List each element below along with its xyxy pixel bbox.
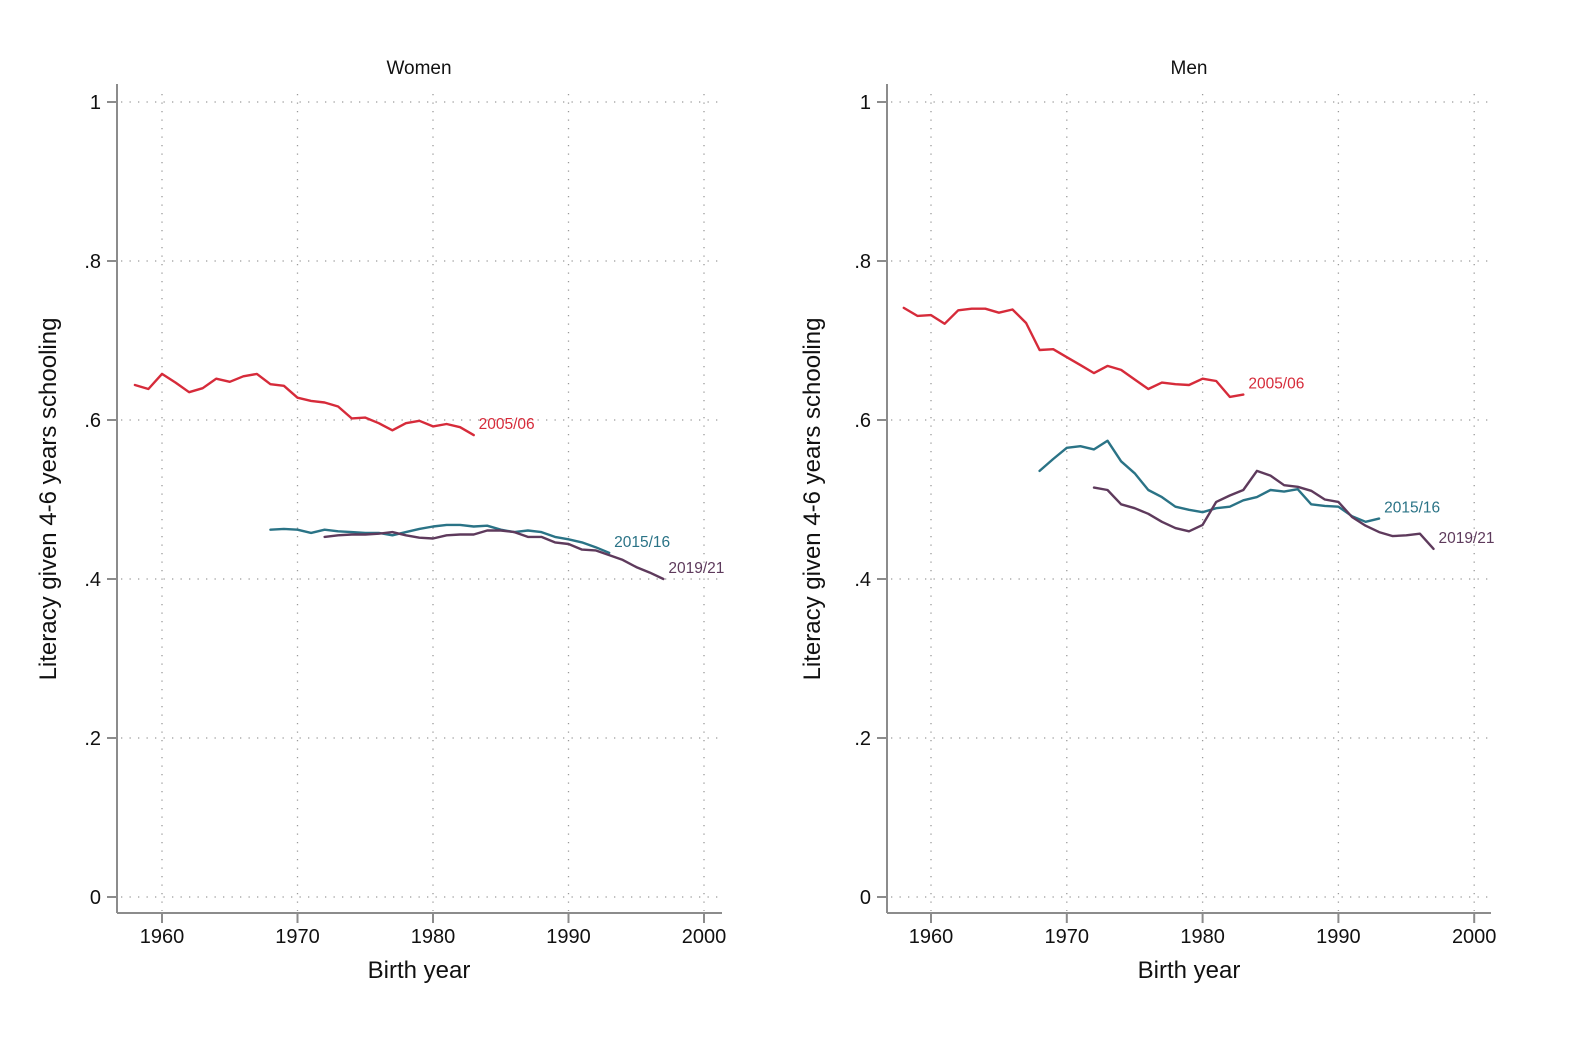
y-tick-label: 0 xyxy=(90,887,101,909)
x-tick-label: 1990 xyxy=(546,926,591,948)
axes: 0 .2 .4 .6 .8 1 1960 1970 1980 1990 2000 xyxy=(854,84,1496,948)
x-tick-label: 1970 xyxy=(1045,926,1090,948)
panel-title: Men xyxy=(1171,58,1208,79)
y-axis-label: Literacy given 4-6 years schooling xyxy=(799,318,826,681)
series-line-2015-16 xyxy=(1038,439,1381,523)
series-label-2005-06: 2005/06 xyxy=(1248,376,1304,393)
y-tick-label: .6 xyxy=(854,410,871,432)
y-tick-label: .4 xyxy=(854,569,871,591)
series-line-2005-06 xyxy=(133,372,475,437)
x-axis-label: Birth year xyxy=(368,957,471,984)
series-label-2019-21: 2019/21 xyxy=(1438,530,1494,547)
panel-men: Men 0 .2 .4 .6 .8 1 1960 1970 1980 1990 2000 2005/… xyxy=(799,58,1496,984)
x-tick-label: 1980 xyxy=(1180,926,1225,948)
series-line-2005-06 xyxy=(902,306,1245,399)
series-line-2019-21 xyxy=(323,529,665,581)
panel-title: Women xyxy=(386,58,451,79)
y-tick-label: .4 xyxy=(84,569,101,591)
x-tick-label: 1990 xyxy=(1316,926,1361,948)
panel-women: Women 0 .2 .4 .6 .8 1 1960 1970 1980 1990 2000 200… xyxy=(35,58,726,984)
x-tick-label: 2000 xyxy=(1452,926,1497,948)
x-axis-label: Birth year xyxy=(1138,957,1241,984)
x-tick-label: 1960 xyxy=(909,926,954,948)
y-tick-label: .2 xyxy=(854,728,871,750)
series-label-2005-06: 2005/06 xyxy=(479,416,535,433)
series-group: 2005/06 2015/16 2019/21 xyxy=(902,306,1494,550)
series-line-2015-16 xyxy=(269,523,611,554)
series-label-2015-16: 2015/16 xyxy=(614,534,670,551)
y-tick-label: .8 xyxy=(854,251,871,273)
y-tick-label: .6 xyxy=(84,410,101,432)
series-label-2015-16: 2015/16 xyxy=(1384,500,1440,517)
axes: 0 .2 .4 .6 .8 1 1960 1970 1980 1990 2000 xyxy=(84,84,726,948)
y-tick-label: 1 xyxy=(860,92,871,114)
series-line-2019-21 xyxy=(1092,469,1435,550)
y-tick-label: 1 xyxy=(90,92,101,114)
series-label-2019-21: 2019/21 xyxy=(668,560,724,577)
y-tick-label: .2 xyxy=(84,728,101,750)
gridlines xyxy=(121,94,722,911)
y-tick-label: .8 xyxy=(84,251,101,273)
y-axis-label: Literacy given 4-6 years schooling xyxy=(35,318,62,681)
series-group: 2005/06 2015/16 2019/21 xyxy=(133,372,724,581)
x-tick-label: 1960 xyxy=(140,926,185,948)
x-tick-label: 2000 xyxy=(682,926,727,948)
x-tick-label: 1970 xyxy=(275,926,320,948)
y-tick-label: 0 xyxy=(860,887,871,909)
x-tick-label: 1980 xyxy=(411,926,456,948)
